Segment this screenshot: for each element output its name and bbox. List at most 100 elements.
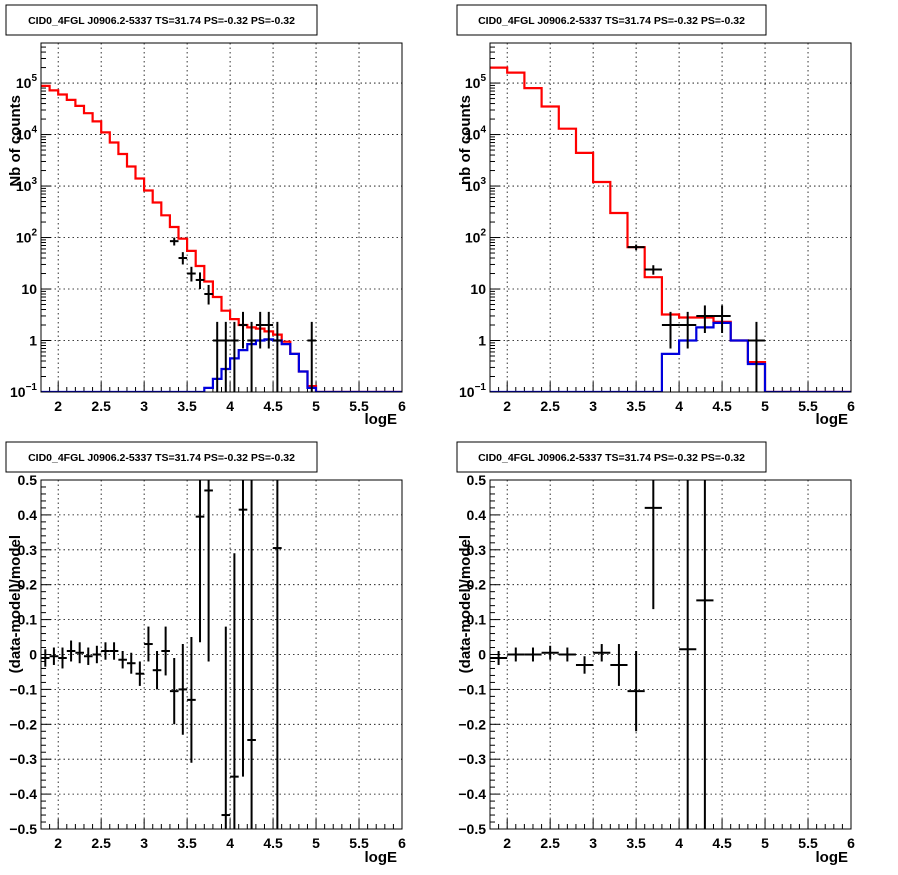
y-tick-label: 102 [16,228,38,246]
data-layer [41,480,282,829]
y-tick-label: 105 [16,73,38,91]
data-point [230,321,239,392]
y-tick-label: 0.5 [18,472,38,488]
title-box [5,441,318,473]
x-tick-label: 2 [503,835,511,851]
data-point [204,284,213,305]
chart-panel-4: CID0_4FGL J0906.2-5337 TS=31.74 PS=-0.32… [456,441,855,866]
y-tick-label: 0.3 [467,542,487,558]
y-tick-label: 0.4 [18,507,38,523]
plot-frame [489,479,852,830]
data-point [644,265,662,275]
y-tick-label: 0.1 [467,612,487,628]
chart-panel-2: CID0_4FGL J0906.2-5337 TS=31.74 PS=-0.32… [456,4,855,428]
y-tick-label: −0.2 [9,716,37,732]
model-total-step-line [490,66,851,392]
data-point [273,480,282,829]
data-point [75,642,84,664]
data-point [195,272,205,290]
data-point [713,305,731,333]
x-tick-label: 5 [761,835,769,851]
y-tick-label: 102 [465,228,487,246]
chart-title: CID0_4FGL J0906.2-5337 TS=31.74 PS=-0.32… [28,452,295,464]
data-point [221,626,231,829]
x-tick-label: 2.5 [91,835,111,851]
x-tick-label: 2.5 [540,398,560,414]
x-tick-label: 5 [312,835,320,851]
chart-panel-1: CID0_4FGL J0906.2-5337 TS=31.74 PS=-0.32… [5,4,406,428]
x-tick-label: 6 [847,835,855,851]
x-tick-label: 5 [312,398,320,414]
data-point [255,311,265,349]
data-layer [41,84,402,392]
y-tick-label: −0.5 [458,821,486,837]
model-total-step-line [41,84,402,392]
y-tick-label: 0 [29,647,37,663]
y-axis-label: nb of counts [457,95,474,185]
x-tick-label: 5.5 [349,835,369,851]
y-axis-label: Nb of counts [7,95,24,187]
source-model-step-line [490,321,851,392]
y-tick-label: 1 [478,333,486,349]
y-tick-label: 105 [465,73,487,91]
data-point [135,661,145,686]
y-tick-label: 10 [21,281,37,297]
data-point [247,480,256,829]
y-tick-label: −0.3 [9,751,37,767]
plot-frame [489,42,852,393]
data-point [161,626,170,676]
data-point [221,321,231,392]
data-point [541,645,559,660]
data-point [679,311,697,349]
y-tick-label: 10−1 [459,382,486,400]
y-tick-label: −0.4 [9,786,37,802]
y-tick-label: 10−1 [10,382,37,400]
data-point [66,640,76,662]
y-tick-label: −0.2 [458,716,486,732]
data-point [144,626,153,662]
data-point [747,321,766,392]
y-tick-label: 0 [478,647,486,663]
y-tick-label: 1 [29,333,37,349]
data-point [92,645,102,664]
grid-lines [41,480,402,829]
data-point [152,651,162,690]
data-point [187,266,196,282]
chart-panel-3: CID0_4FGL J0906.2-5337 TS=31.74 PS=-0.32… [5,441,406,866]
data-point [101,642,110,660]
y-axis-label: (data-model)/model [7,535,24,673]
chart-title: CID0_4FGL J0906.2-5337 TS=31.74 PS=-0.32… [478,15,745,27]
x-tick-label: 3.5 [177,398,197,414]
data-point [558,647,576,662]
data-point [610,644,628,686]
data-point [627,651,645,732]
data-point [178,644,188,735]
x-tick-label: 4 [226,835,234,851]
y-tick-label: 0.4 [467,507,487,523]
data-layer [490,480,714,829]
x-tick-label: 3 [140,398,148,414]
x-tick-label: 4.5 [263,835,283,851]
y-axis-label: (data-model)/model [457,535,474,673]
data-point [575,656,594,674]
y-tick-label: 103 [465,176,487,194]
x-tick-label: 2 [54,835,62,851]
chart-title: CID0_4FGL J0906.2-5337 TS=31.74 PS=-0.32… [478,452,745,464]
data-point [524,647,542,662]
chart-title: CID0_4FGL J0906.2-5337 TS=31.74 PS=-0.32… [28,15,295,27]
data-point [41,649,50,667]
data-point [273,321,282,392]
x-tick-label: 2.5 [540,835,560,851]
y-tick-label: −0.4 [458,786,486,802]
x-tick-label: 3.5 [626,835,646,851]
data-point [696,480,714,829]
x-tick-label: 2 [503,398,511,414]
y-tick-label: 0.5 [467,472,487,488]
x-tick-label: 2.5 [91,398,111,414]
y-tick-label: 103 [16,176,38,194]
data-point [169,237,179,246]
grid-lines [490,480,851,829]
data-point [593,644,611,662]
source-model-step-line [41,338,402,392]
